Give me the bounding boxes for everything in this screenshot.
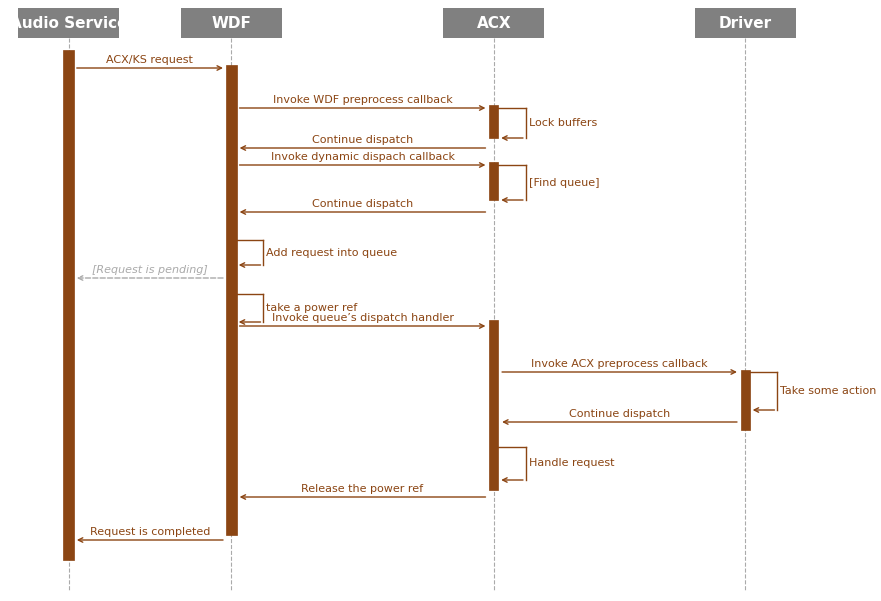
Bar: [741, 370, 750, 430]
Text: Continue dispatch: Continue dispatch: [312, 199, 413, 209]
Text: take a power ref: take a power ref: [266, 303, 358, 313]
Text: Add request into queue: Add request into queue: [266, 248, 397, 257]
Text: Continue dispatch: Continue dispatch: [312, 135, 413, 145]
Text: [Find queue]: [Find queue]: [529, 177, 599, 188]
Bar: [19, 8, 119, 38]
Bar: [226, 65, 237, 535]
Text: Invoke WDF preprocess callback: Invoke WDF preprocess callback: [272, 95, 453, 105]
Text: Take some action: Take some action: [780, 386, 877, 396]
Text: Driver: Driver: [719, 16, 772, 31]
Text: WDF: WDF: [211, 16, 251, 31]
Text: Invoke dynamic dispach callback: Invoke dynamic dispach callback: [270, 152, 455, 162]
Text: Audio Service: Audio Service: [10, 16, 127, 31]
Text: Invoke ACX preprocess callback: Invoke ACX preprocess callback: [531, 359, 707, 369]
Bar: [489, 162, 499, 200]
Bar: [443, 8, 544, 38]
Bar: [489, 320, 499, 490]
Text: Request is completed: Request is completed: [90, 527, 210, 537]
Bar: [489, 105, 499, 138]
Bar: [63, 50, 74, 560]
Text: Lock buffers: Lock buffers: [529, 118, 596, 128]
Bar: [181, 8, 282, 38]
Text: ACX/KS request: ACX/KS request: [107, 55, 193, 65]
Text: ACX: ACX: [477, 16, 511, 31]
Bar: [695, 8, 796, 38]
Text: Invoke queue’s dispatch handler: Invoke queue’s dispatch handler: [271, 313, 454, 323]
Text: Release the power ref: Release the power ref: [301, 484, 424, 494]
Text: [Request is pending]: [Request is pending]: [92, 265, 208, 275]
Text: Handle request: Handle request: [529, 459, 614, 469]
Text: Continue dispatch: Continue dispatch: [569, 409, 670, 419]
